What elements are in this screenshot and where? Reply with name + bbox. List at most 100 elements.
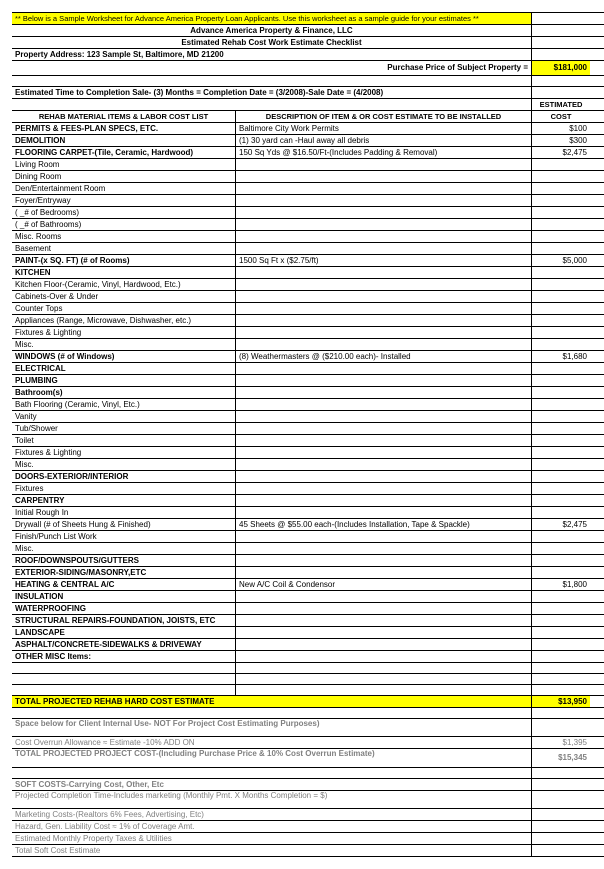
company-name: Advance America Property & Finance, LLC — [12, 25, 532, 36]
table-row: Fixtures & Lighting — [12, 447, 604, 459]
item-label: Dining Room — [12, 171, 236, 182]
soft-cost-row: Projected Completion Time-Includes marke… — [12, 791, 604, 809]
item-label: ROOF/DOWNSPOUTS/GUTTERS — [12, 555, 236, 566]
item-cost — [532, 219, 590, 230]
table-row: Bathroom(s) — [12, 387, 604, 399]
item-label: Bath Flooring (Ceramic, Vinyl, Etc.) — [12, 399, 236, 410]
item-label: Misc. Rooms — [12, 231, 236, 242]
table-row: Misc. — [12, 339, 604, 351]
soft-label: Estimated Monthly Property Taxes & Utili… — [12, 833, 532, 844]
item-desc — [236, 207, 532, 218]
table-row — [12, 663, 604, 674]
item-cost: $1,680 — [532, 351, 590, 362]
item-cost — [532, 615, 590, 626]
item-cost — [532, 447, 590, 458]
item-cost — [532, 459, 590, 470]
item-desc — [236, 639, 532, 650]
table-row: PLUMBING — [12, 375, 604, 387]
item-cost: $100 — [532, 123, 590, 134]
item-desc — [236, 387, 532, 398]
item-label: ELECTRICAL — [12, 363, 236, 374]
item-label: Den/Entertainment Room — [12, 183, 236, 194]
soft-label: Marketing Costs-(Realtors 6% Fees, Adver… — [12, 809, 532, 820]
item-label: Misc. — [12, 339, 236, 350]
item-desc: New A/C Coil & Condensor — [236, 579, 532, 590]
table-row: Finish/Punch List Work — [12, 531, 604, 543]
item-desc — [236, 327, 532, 338]
item-cost — [532, 483, 590, 494]
item-cost — [532, 495, 590, 506]
item-label: Appliances (Range, Microwave, Dishwasher… — [12, 315, 236, 326]
item-cost: $300 — [532, 135, 590, 146]
table-row: Kitchen Floor-(Ceramic, Vinyl, Hardwood,… — [12, 279, 604, 291]
item-desc: (1) 30 yard can -Haul away all debris — [236, 135, 532, 146]
col3-header-b: COST — [532, 111, 590, 122]
item-cost — [532, 159, 590, 170]
item-label: Cabinets-Over & Under — [12, 291, 236, 302]
soft-label: Total Soft Cost Estimate — [12, 845, 532, 856]
item-desc — [236, 507, 532, 518]
table-row: LANDSCAPE — [12, 627, 604, 639]
item-desc — [236, 663, 532, 673]
worksheet-table: ** Below is a Sample Worksheet for Advan… — [12, 12, 604, 857]
item-cost: $2,475 — [532, 519, 590, 530]
table-row: DEMOLITION(1) 30 yard can -Haul away all… — [12, 135, 604, 147]
item-label: Misc. — [12, 543, 236, 554]
item-cost — [532, 591, 590, 602]
item-desc — [236, 267, 532, 278]
table-row: Foyer/Entryway — [12, 195, 604, 207]
item-label: Basement — [12, 243, 236, 254]
item-desc — [236, 435, 532, 446]
item-cost — [532, 555, 590, 566]
soft-cost-row: Marketing Costs-(Realtors 6% Fees, Adver… — [12, 809, 604, 821]
item-cost — [532, 327, 590, 338]
doc-title: Estimated Rehab Cost Work Estimate Check… — [12, 37, 532, 48]
item-desc — [236, 375, 532, 386]
item-label: Vanity — [12, 411, 236, 422]
item-cost — [532, 639, 590, 650]
item-label: KITCHEN — [12, 267, 236, 278]
item-label — [12, 663, 236, 673]
item-desc — [236, 543, 532, 554]
table-row: Tub/Shower — [12, 423, 604, 435]
item-label: Finish/Punch List Work — [12, 531, 236, 542]
table-row: Appliances (Range, Microwave, Dishwasher… — [12, 315, 604, 327]
table-row: Fixtures & Lighting — [12, 327, 604, 339]
item-label: WINDOWS (# of Windows) — [12, 351, 236, 362]
item-desc — [236, 363, 532, 374]
item-desc — [236, 495, 532, 506]
item-cost — [532, 279, 590, 290]
item-desc — [236, 279, 532, 290]
item-desc — [236, 471, 532, 482]
overrun-label: Cost Overrun Allowance ≈ Estimate -10% A… — [12, 737, 532, 748]
purchase-price-label: Purchase Price of Subject Property = — [12, 61, 532, 75]
item-desc — [236, 303, 532, 314]
soft-costs-header: SOFT COSTS-Carrying Cost, Other, Etc — [12, 779, 532, 790]
item-cost: $2,475 — [532, 147, 590, 158]
item-desc — [236, 459, 532, 470]
item-desc — [236, 183, 532, 194]
item-cost — [532, 339, 590, 350]
table-row: ASPHALT/CONCRETE-SIDEWALKS & DRIVEWAY — [12, 639, 604, 651]
table-row: Initial Rough In — [12, 507, 604, 519]
overrun-value: $1,395 — [532, 737, 590, 748]
item-label: ( _# of Bedrooms) — [12, 207, 236, 218]
table-row — [12, 674, 604, 685]
item-cost — [532, 207, 590, 218]
table-row: Counter Tops — [12, 303, 604, 315]
item-cost — [532, 315, 590, 326]
item-desc — [236, 674, 532, 684]
item-label: PAINT-(x SQ. FT) (# of Rooms) — [12, 255, 236, 266]
item-label: ( _# of Bathrooms) — [12, 219, 236, 230]
client-use-note: Space below for Client Internal Use- NOT… — [12, 719, 532, 736]
table-row: Cabinets-Over & Under — [12, 291, 604, 303]
item-cost — [532, 663, 590, 673]
item-label: PLUMBING — [12, 375, 236, 386]
item-cost — [532, 399, 590, 410]
item-desc — [236, 423, 532, 434]
item-label: OTHER MISC Items: — [12, 651, 236, 662]
item-label: Toilet — [12, 435, 236, 446]
item-label: INSULATION — [12, 591, 236, 602]
item-cost — [532, 291, 590, 302]
table-row: ELECTRICAL — [12, 363, 604, 375]
